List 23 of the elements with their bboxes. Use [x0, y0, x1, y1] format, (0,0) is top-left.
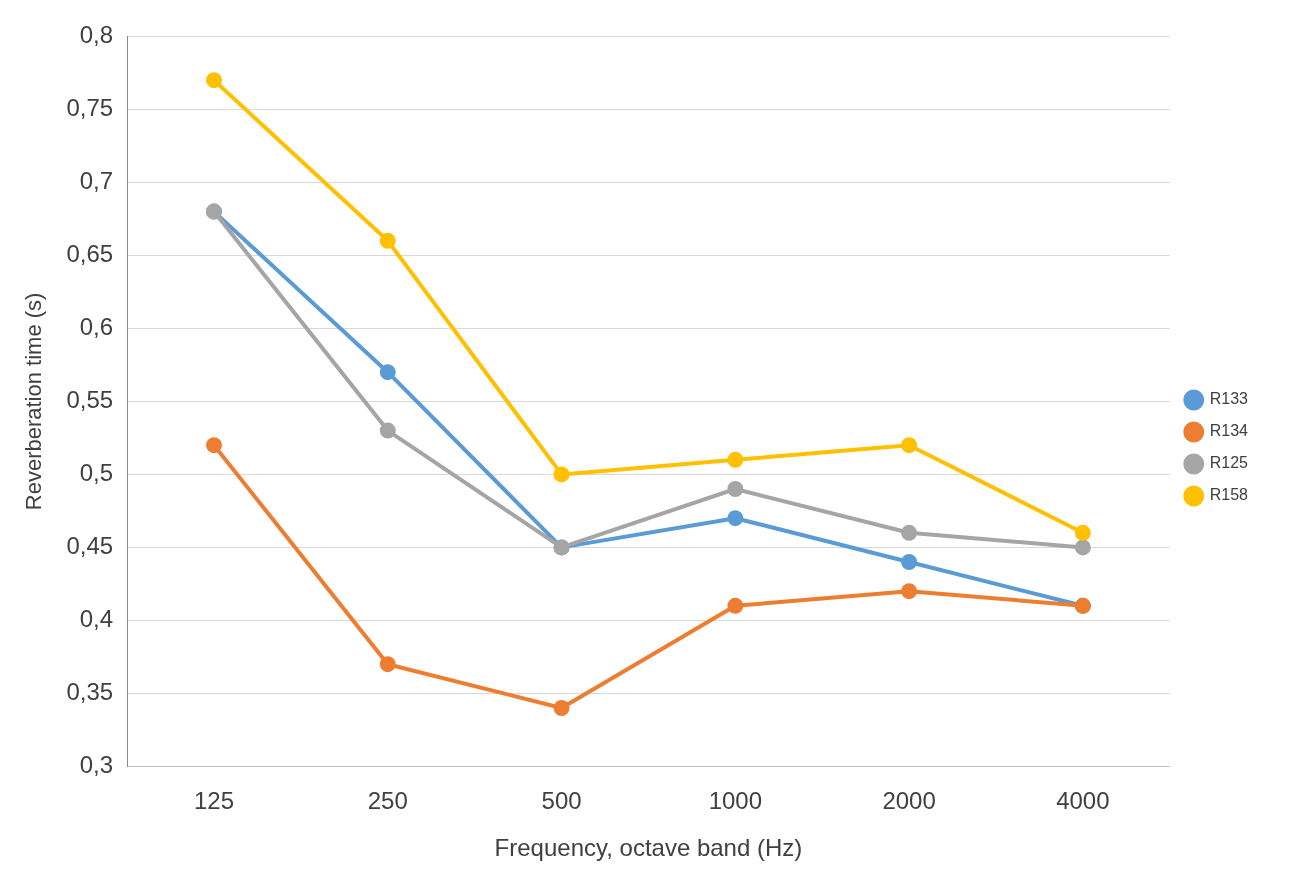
y-axis-title: Reverberation time (s): [21, 292, 47, 511]
x-tick-label: 1000: [708, 787, 763, 815]
x-axis-title: Frequency, octave band (Hz): [494, 834, 803, 862]
y-tick-label: 0,45: [66, 532, 114, 560]
y-tick-label: 0,55: [66, 386, 114, 414]
y-tick-label: 0,3: [79, 751, 114, 779]
legend-label: R134: [1209, 422, 1249, 440]
y-tick-label: 0,4: [79, 605, 114, 633]
y-tick-label: 0,7: [79, 167, 114, 195]
legend-label: R133: [1209, 390, 1249, 408]
y-tick-label: 0,75: [66, 94, 114, 122]
x-tick-label: 125: [193, 787, 235, 815]
y-tick-label: 0,5: [79, 459, 114, 487]
x-tick-label: 4000: [1056, 787, 1110, 815]
x-tick-label: 500: [541, 787, 582, 815]
y-tick-label: 0,35: [66, 678, 114, 706]
y-tick-label: 0,6: [79, 313, 114, 341]
y-tick-label: 0,8: [79, 21, 114, 49]
legend-label: R125: [1209, 454, 1249, 472]
legend-label: R158: [1209, 486, 1249, 504]
x-tick-label: 2000: [882, 787, 936, 815]
x-tick-label: 250: [367, 787, 408, 815]
y-tick-label: 0,65: [66, 240, 114, 268]
